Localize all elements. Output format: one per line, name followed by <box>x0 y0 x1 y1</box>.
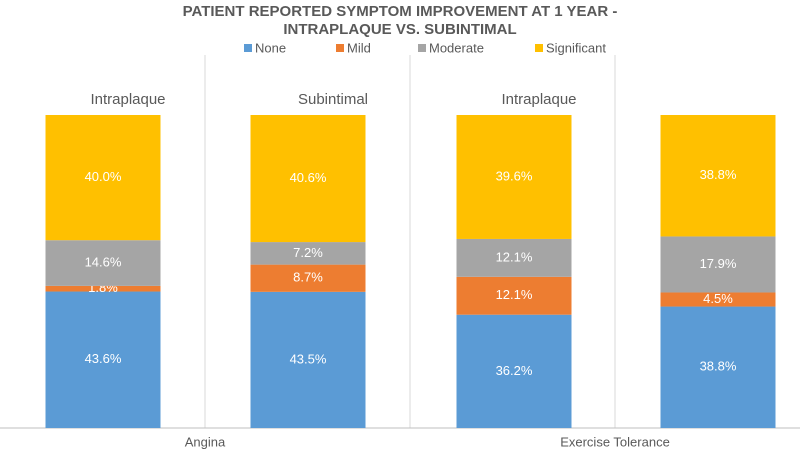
bar-segment <box>45 291 161 428</box>
legend-swatch <box>336 44 344 52</box>
value-label: 43.5% <box>290 351 327 366</box>
bar-segment <box>45 115 161 241</box>
bar-segment <box>660 115 776 237</box>
chart-title: INTRAPLAQUE VS. SUBINTIMAL <box>283 21 516 38</box>
value-label: 4.5% <box>703 291 733 306</box>
legend-label: Mild <box>347 40 371 55</box>
legend-label: None <box>255 40 286 55</box>
bar-segment <box>45 285 161 292</box>
value-label: 14.6% <box>85 254 122 269</box>
value-label: 40.6% <box>290 170 327 185</box>
value-label: 12.1% <box>496 249 533 264</box>
bar-segment <box>456 276 572 315</box>
value-label: 7.2% <box>293 245 323 260</box>
bar-segment <box>660 306 776 428</box>
legend-swatch <box>244 44 252 52</box>
legend-swatch <box>418 44 426 52</box>
bar-segment <box>660 236 776 293</box>
value-label: 12.1% <box>496 287 533 302</box>
value-label: 17.9% <box>700 256 737 271</box>
value-label: 38.8% <box>700 359 737 374</box>
bar-segment <box>456 314 572 428</box>
bar-segment <box>660 292 776 307</box>
bar-segment <box>250 291 366 428</box>
bar-label: Intraplaque <box>501 91 576 108</box>
value-label: 43.6% <box>85 351 122 366</box>
value-label: 39.6% <box>496 168 533 183</box>
legend-label: Moderate <box>429 40 484 55</box>
value-label: 38.8% <box>700 167 737 182</box>
bar-segment <box>456 238 572 277</box>
legend-label: Significant <box>546 40 606 55</box>
bar-segment <box>250 115 366 243</box>
bar-segment <box>250 264 366 292</box>
bar-segment <box>45 240 161 286</box>
group-label: Exercise Tolerance <box>560 434 670 449</box>
bar-segment <box>456 115 572 239</box>
group-label: Angina <box>185 434 226 449</box>
bar-label: Intraplaque <box>90 91 165 108</box>
value-label: 8.7% <box>293 270 323 285</box>
value-label: 40.0% <box>85 169 122 184</box>
chart-title: PATIENT REPORTED SYMPTOM IMPROVEMENT AT … <box>183 3 618 20</box>
bar-segment <box>250 242 366 265</box>
bar-label: Subintimal <box>298 91 368 108</box>
legend-swatch <box>535 44 543 52</box>
value-label: 36.2% <box>496 363 533 378</box>
